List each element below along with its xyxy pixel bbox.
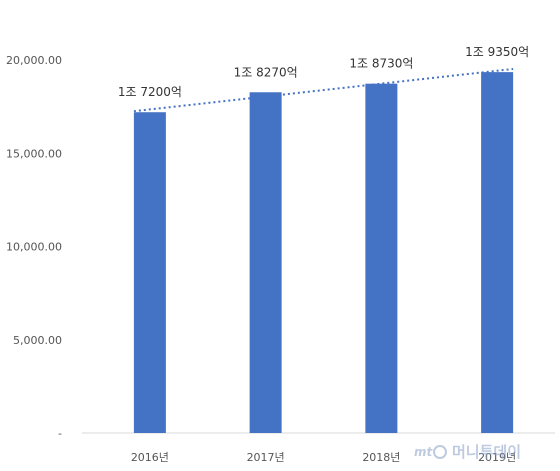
data-label: 1조 8730억 (349, 57, 413, 71)
bars (133, 72, 514, 434)
data-label: 1조 7200억 (118, 85, 182, 99)
watermark-prefix: mt (414, 445, 434, 459)
y-tick-label: - (58, 427, 62, 440)
trendline (133, 67, 514, 113)
bar (249, 92, 282, 434)
bar (481, 72, 514, 433)
x-tick-label: 2018년 (362, 451, 400, 464)
y-tick-label: 10,000.00 (6, 241, 62, 254)
data-labels: 1조 7200억 1조 8270억 1조 8730억 1조 9350억 (118, 45, 529, 99)
y-tick-label: 20,000.00 (6, 54, 62, 67)
watermark-logo-icon (433, 445, 447, 459)
watermark: mt 머니투데이 (414, 443, 521, 461)
y-axis-ticks: - 5,000.00 10,000.00 15,000.00 20,000.00 (6, 54, 62, 440)
x-axis-ticks: 2016년 2017년 2018년 2019년 (131, 451, 516, 464)
bar (133, 112, 166, 433)
x-tick-label: 2016년 (131, 451, 169, 464)
y-tick-label: 15,000.00 (6, 147, 62, 160)
data-label: 1조 9350억 (465, 45, 529, 59)
data-label: 1조 8270억 (234, 65, 298, 79)
watermark-text: 머니투데이 (452, 443, 521, 461)
y-tick-label: 5,000.00 (13, 334, 62, 347)
x-tick-label: 2017년 (247, 451, 285, 464)
x-tick-label: 2019년 (478, 451, 516, 464)
bar (365, 83, 398, 434)
